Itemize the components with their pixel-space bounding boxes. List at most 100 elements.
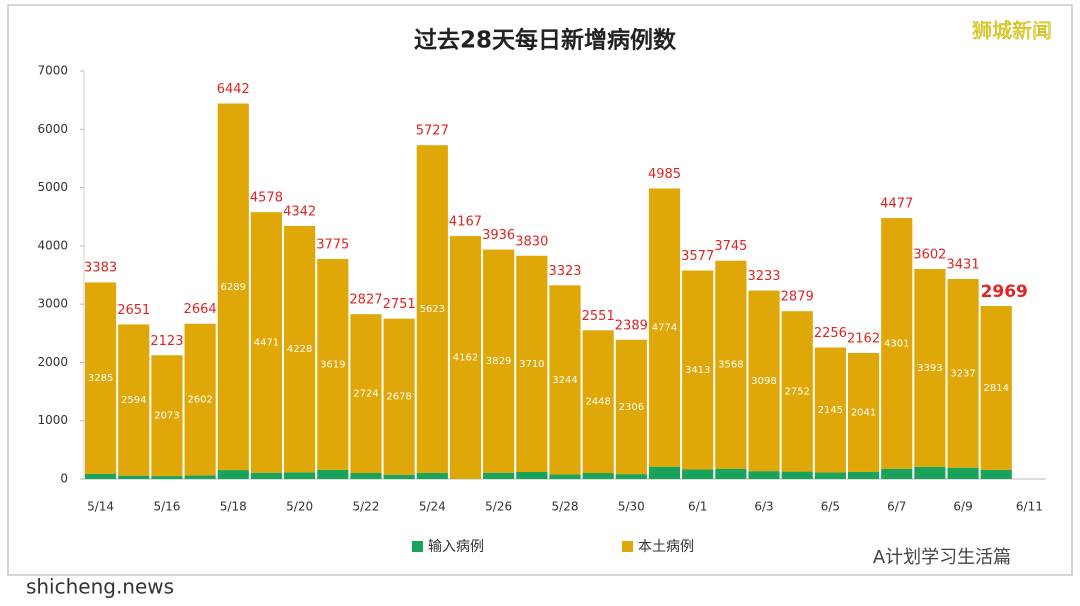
bar-segment <box>980 305 1012 470</box>
total-label: 3323 <box>548 264 581 279</box>
total-label: 4985 <box>648 167 681 182</box>
bar-segment <box>516 472 548 479</box>
total-label: 2827 <box>349 293 382 308</box>
x-tick-label: 5/22 <box>352 500 379 514</box>
total-label: 4578 <box>250 191 283 206</box>
total-label: 2969 <box>981 282 1028 302</box>
bar-segment <box>748 471 780 479</box>
total-label: 3830 <box>515 234 548 249</box>
bar-segment <box>715 468 747 479</box>
bar-segment <box>582 330 614 473</box>
bar-segment <box>615 474 647 479</box>
bar-segment <box>449 236 482 479</box>
bar-segment <box>682 270 714 470</box>
bar-segment <box>350 472 382 479</box>
bar-segment <box>814 472 846 479</box>
data-label: 3285 <box>88 373 113 384</box>
bar-segment <box>549 285 581 475</box>
data-label: 4774 <box>652 323 677 334</box>
bar-segment <box>980 469 1012 479</box>
bar-segment <box>184 323 216 476</box>
total-label: 2664 <box>184 302 217 317</box>
data-label: 4471 <box>254 337 279 348</box>
bar-segment <box>516 255 548 473</box>
x-tick-label: 5/20 <box>286 500 313 514</box>
bar-segment <box>881 468 913 479</box>
y-tick-label: 2000 <box>37 355 68 369</box>
chart-title: 过去28天每日新增病例数 <box>414 27 677 54</box>
bar-segment <box>914 269 946 467</box>
data-label: 2602 <box>187 395 212 406</box>
total-label: 2256 <box>814 326 847 341</box>
legend-swatch <box>622 541 633 552</box>
bar-segment <box>350 314 382 473</box>
bar-segment <box>217 103 249 471</box>
watermark: 狮城新闻 <box>972 19 1052 43</box>
bar-segment <box>914 466 946 479</box>
x-tick-label: 5/30 <box>618 500 645 514</box>
total-label: 2651 <box>117 303 150 318</box>
bar-segment <box>748 290 780 472</box>
y-tick-label: 5000 <box>37 180 68 194</box>
data-label: 2724 <box>353 389 378 400</box>
data-label: 2306 <box>619 402 644 413</box>
total-label: 3775 <box>316 237 349 252</box>
bar-segment <box>947 467 979 479</box>
data-label: 3568 <box>718 360 743 371</box>
total-label: 5727 <box>416 124 449 139</box>
bar-segment <box>84 282 117 474</box>
bar-segment <box>549 474 581 479</box>
x-tick-label: 5/14 <box>87 500 114 514</box>
data-label: 3393 <box>917 363 942 374</box>
data-label: 3413 <box>685 365 710 376</box>
total-label: 3577 <box>681 249 714 264</box>
bar-segment <box>483 472 515 479</box>
total-label: 6442 <box>217 82 250 97</box>
legend-label: 本土病例 <box>638 539 694 555</box>
bar-segment <box>483 249 515 473</box>
total-label: 2389 <box>615 318 648 333</box>
data-label: 5623 <box>420 304 445 315</box>
data-label: 2145 <box>818 405 843 416</box>
bar-segment <box>881 218 913 469</box>
data-label: 3829 <box>486 356 511 367</box>
bar-segment <box>947 279 979 468</box>
y-tick-label: 0 <box>60 472 68 486</box>
bar-segment <box>250 472 283 479</box>
total-label: 2751 <box>383 297 416 312</box>
legend-label: 输入病例 <box>428 539 484 555</box>
bar-segment <box>416 472 448 479</box>
total-label: 2879 <box>781 290 814 305</box>
data-label: 2041 <box>851 407 876 418</box>
bar-segment <box>781 311 813 472</box>
total-label: 2123 <box>150 334 183 349</box>
bar-segment <box>151 476 183 479</box>
bar-segment <box>184 475 216 479</box>
watermark: shicheng.news <box>26 575 174 599</box>
bar-segment <box>284 225 316 473</box>
y-tick-label: 1000 <box>37 413 68 427</box>
data-label: 2814 <box>984 383 1009 394</box>
data-label: 4162 <box>453 352 478 363</box>
data-label: 3237 <box>950 368 975 379</box>
data-label: 3098 <box>751 376 776 387</box>
bar-segment <box>615 339 647 475</box>
bar-segment <box>715 260 747 469</box>
total-label: 2551 <box>582 309 615 324</box>
bar-segment <box>682 469 714 479</box>
x-tick-label: 6/3 <box>754 500 773 514</box>
x-tick-label: 6/9 <box>953 500 972 514</box>
bar-segment <box>217 470 249 479</box>
y-tick-label: 7000 <box>37 64 68 78</box>
data-label: 4228 <box>287 344 312 355</box>
data-label: 3619 <box>320 359 345 370</box>
total-label: 4167 <box>449 215 482 230</box>
bar-segment <box>284 472 316 479</box>
data-label: 2073 <box>154 411 179 422</box>
total-label: 3745 <box>714 239 747 254</box>
x-tick-label: 5/28 <box>552 500 579 514</box>
bar-segment <box>317 258 349 470</box>
x-tick-label: 6/1 <box>688 500 707 514</box>
x-tick-label: 6/11 <box>1016 500 1043 514</box>
